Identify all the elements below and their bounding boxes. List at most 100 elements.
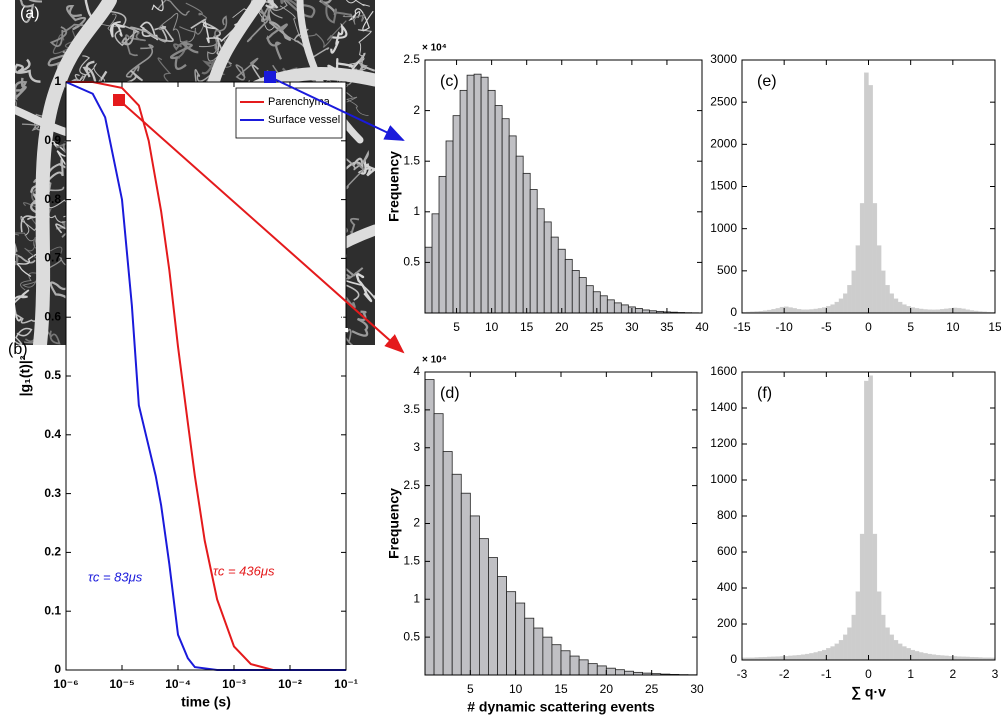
capillary — [125, 43, 154, 78]
y-tick-label: 1 — [413, 204, 420, 218]
histogram-bar — [923, 653, 928, 661]
x-tick-label: 0 — [865, 667, 872, 681]
x-tick-label: 10⁻² — [278, 677, 302, 691]
roi-marker — [113, 94, 125, 106]
y-tick-label: 4 — [413, 364, 420, 378]
histogram-bar — [599, 295, 608, 314]
x-tick-label: -5 — [821, 320, 832, 334]
x-tick-label: 25 — [645, 682, 659, 696]
histogram-bar — [480, 76, 489, 314]
histogram-bar — [944, 308, 949, 314]
capillary — [265, 0, 279, 9]
histogram-bar — [902, 646, 907, 661]
y-tick-label: 0.1 — [44, 603, 61, 617]
histogram-bar — [557, 248, 566, 314]
y-tick-label: 800 — [717, 508, 737, 522]
capillary — [15, 77, 28, 101]
histogram-bar — [487, 89, 496, 314]
histogram-bar — [775, 308, 781, 314]
x-tick-label: 10 — [485, 320, 499, 334]
x-tick-label: 10⁻¹ — [334, 677, 358, 691]
histogram-bar — [560, 650, 571, 676]
histogram-bar — [935, 309, 941, 314]
y-tick-label: 2.5 — [403, 52, 420, 66]
x-tick-label: -3 — [737, 667, 748, 681]
histogram-bar — [847, 627, 852, 661]
histogram-bar — [424, 246, 433, 314]
capillary — [214, 15, 228, 56]
histogram-bar — [550, 236, 559, 314]
axes-frame — [424, 59, 703, 314]
histogram-bar — [910, 649, 916, 661]
histogram-bar — [944, 655, 949, 661]
histogram-bar — [817, 651, 823, 661]
x-axis-label: # dynamic scattering events — [467, 699, 655, 715]
histogram-bar — [830, 646, 835, 661]
histogram-bar — [893, 640, 899, 661]
y-multiplier: × 10⁴ — [422, 355, 447, 366]
capillary — [173, 40, 188, 59]
pointer-arrow — [118, 99, 405, 354]
histogram-bar — [847, 285, 852, 314]
histogram-bar — [578, 277, 587, 314]
histogram-bar — [914, 308, 920, 314]
histogram-bar — [543, 221, 552, 314]
capillary — [121, 26, 167, 46]
histogram-bar — [809, 653, 814, 661]
y-tick-label: 0.5 — [44, 368, 61, 382]
x-tick-label: 25 — [590, 320, 604, 334]
histogram-bar — [473, 73, 482, 314]
x-tick-label: -2 — [779, 667, 790, 681]
legend-label: Surface vessel — [268, 114, 340, 126]
y-tick-label: 0.5 — [403, 629, 420, 643]
y-tick-label: 400 — [717, 580, 737, 594]
panel: -3 -2 -1 0 1 2 3 0 200 400 600 800 1000 1200 1400 1600 ∑… — [710, 364, 998, 701]
y-tick-label: 2.5 — [403, 478, 420, 492]
histogram-bar — [817, 308, 823, 314]
x-tick-label: 0 — [865, 320, 872, 334]
histogram-bar — [864, 380, 869, 661]
capillary — [139, 21, 159, 41]
y-tick-label: 1 — [54, 74, 61, 88]
histogram-bar — [961, 308, 966, 314]
capillary — [320, 0, 353, 24]
histogram-bar — [889, 634, 894, 661]
histogram-bar — [620, 304, 629, 314]
y-tick-label: 0.3 — [44, 486, 61, 500]
histogram-bar — [613, 302, 622, 314]
y-tick-label: 0.4 — [44, 427, 61, 441]
histogram-bar — [855, 245, 861, 314]
panel: 5 10 15 20 25 30 35 40 0.5 1 1.5 2 2.5 Frequency × 10⁴… — [386, 43, 709, 335]
histogram-bar — [569, 655, 580, 676]
data-line — [66, 81, 346, 671]
histogram-bar — [851, 614, 857, 661]
histogram-bar — [881, 614, 886, 661]
capillary — [151, 0, 164, 12]
y-tick-label: 0.9 — [44, 133, 61, 147]
histogram-bar — [779, 306, 785, 314]
capillary — [158, 12, 196, 43]
histogram-bar — [821, 649, 827, 661]
y-tick-label: 0.8 — [44, 192, 61, 206]
x-tick-label: 10 — [946, 320, 960, 334]
histogram-bar — [931, 654, 937, 661]
histogram-bar — [935, 654, 941, 661]
histogram-bar — [906, 306, 911, 314]
x-tick-label: -1 — [821, 667, 832, 681]
histogram-bar — [587, 663, 598, 676]
histogram-bar — [834, 643, 840, 661]
surface-vessel — [296, 0, 364, 144]
x-tick-label: 10⁻⁴ — [165, 677, 191, 691]
histogram-bar — [902, 304, 907, 314]
histogram-bar — [571, 270, 580, 314]
histogram-bar — [501, 118, 510, 314]
histogram-bar — [792, 308, 797, 314]
capillary — [66, 4, 87, 31]
y-tick-label: 3000 — [710, 52, 737, 66]
panel-label: (b) — [8, 341, 28, 358]
capillary — [304, 20, 347, 48]
capillary — [84, 0, 100, 20]
capillary — [342, 12, 366, 25]
capillary — [346, 0, 370, 7]
